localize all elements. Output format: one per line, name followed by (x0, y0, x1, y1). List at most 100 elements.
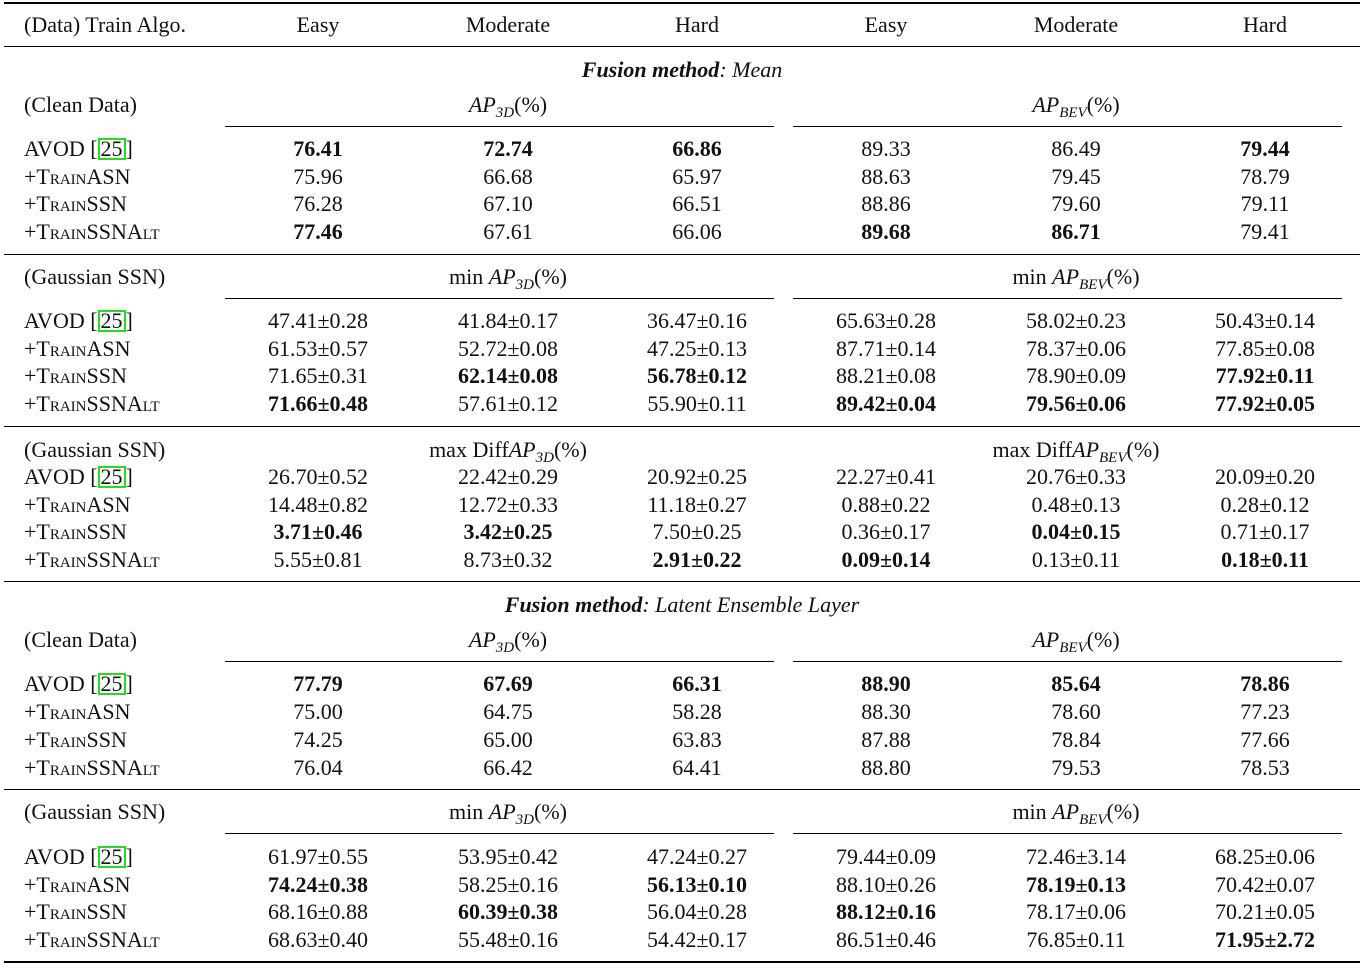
metric-subscript: 3D (515, 277, 534, 293)
table-cell: 66.86 (672, 136, 722, 161)
metric-unit: (%) (533, 264, 567, 289)
metric-name: AP (488, 799, 516, 824)
metric-subscript: BEV (1059, 640, 1087, 656)
table-cell: 77.92±0.11 (1215, 363, 1315, 388)
method-label: +TrainSSN (24, 191, 127, 216)
method-label: +TrainASN (24, 164, 131, 189)
method-label: AVOD (24, 308, 85, 333)
metric-name: AP (488, 264, 516, 289)
method-name: +TrainSSN (24, 364, 127, 388)
table-cell: 58.02±0.23 (1025, 308, 1127, 333)
method-label: +TrainSSNAlt (24, 547, 160, 572)
metric-name: AP (1032, 92, 1060, 117)
table-cell: 78.37±0.06 (1025, 336, 1127, 361)
table-cell: 47.25±0.13 (646, 336, 748, 361)
metric-header-bev: APBEV(%) (1032, 92, 1119, 122)
table-cell: 86.51±0.46 (835, 927, 937, 952)
table-cell: 70.21±0.05 (1214, 899, 1316, 924)
method-label: +TrainSSN (24, 363, 127, 388)
table-cell: 0.04±0.15 (1031, 519, 1121, 544)
table-cell: 8.73±0.32 (463, 547, 553, 572)
table-cell: 14.48±0.82 (267, 492, 369, 517)
col-header-easy-bev: Easy (864, 12, 908, 37)
group-rule-3d (225, 661, 774, 662)
table-cell: 3.42±0.25 (463, 519, 553, 544)
table-cell: 66.68 (483, 164, 533, 189)
metric-name: AP (508, 437, 536, 462)
table-cell: 78.19±0.13 (1025, 872, 1127, 897)
table-cell: 65.97 (672, 164, 722, 189)
metric-unit: (%) (533, 799, 567, 824)
table-cell: 78.84 (1051, 727, 1101, 752)
block-rule (4, 581, 1360, 582)
table-cell: 67.10 (483, 191, 533, 216)
citation-bracket: ] (125, 136, 133, 161)
metric-prefix: min (449, 264, 489, 289)
fusion-method-heading: Fusion method: Latent Ensemble Layer (505, 593, 859, 617)
metric-unit: (%) (514, 627, 548, 652)
metric-prefix: min (1012, 799, 1053, 824)
citation-bracket: ] (125, 308, 133, 333)
block-label: (Gaussian SSN) (24, 799, 166, 824)
method-label: +TrainASN (24, 699, 131, 724)
method-label: +TrainSSNAlt (24, 219, 160, 244)
method-name: AVOD [25] (24, 845, 133, 869)
method-label: +TrainASN (24, 336, 131, 361)
table-cell: 88.90 (861, 671, 911, 696)
metric-subscript: 3D (535, 450, 554, 466)
table-cell: 64.41 (672, 755, 722, 780)
method-name: +TrainASN (24, 873, 131, 897)
table-cell: 0.09±0.14 (841, 547, 931, 572)
table-cell: 20.92±0.25 (646, 464, 748, 489)
method-name: +TrainSSN (24, 900, 127, 924)
table-cell: 47.41±0.28 (267, 308, 369, 333)
method-label: AVOD (24, 844, 85, 869)
method-name: AVOD [25] (24, 465, 133, 489)
table-cell: 66.42 (483, 755, 533, 780)
metric-unit: (%) (1106, 799, 1140, 824)
citation-link[interactable]: 25 (97, 138, 126, 160)
citation-link[interactable]: 25 (97, 673, 126, 695)
table-cell: 78.90±0.09 (1025, 363, 1127, 388)
method-name: +TrainSSN (24, 192, 127, 216)
table-cell: 66.06 (672, 219, 722, 244)
table-cell: 74.25 (293, 727, 343, 752)
table-cell: 79.53 (1051, 755, 1101, 780)
method-name: +TrainSSNAlt (24, 756, 160, 780)
method-name: +TrainSSN (24, 728, 127, 752)
citation-link[interactable]: 25 (97, 846, 126, 868)
table-cell: 26.70±0.52 (267, 464, 369, 489)
method-label: +TrainSSNAlt (24, 927, 160, 952)
table-cell: 56.13±0.10 (646, 872, 748, 897)
method-label: +TrainASN (24, 492, 131, 517)
citation-bracket: ] (125, 671, 133, 696)
metric-prefix: max Diff (429, 437, 509, 462)
table-cell: 79.44 (1240, 136, 1290, 161)
col-header-moderate-bev: Moderate (1033, 12, 1119, 37)
method-label: AVOD (24, 136, 85, 161)
metric-subscript: 3D (515, 812, 534, 828)
metric-unit: (%) (1106, 264, 1140, 289)
metric-prefix: max Diff (992, 437, 1073, 462)
table-cell: 0.71±0.17 (1220, 519, 1310, 544)
method-name: AVOD [25] (24, 309, 133, 333)
fusion-method-label: Fusion method (504, 592, 643, 617)
col-header-moderate-3d: Moderate (465, 12, 551, 37)
table-cell: 36.47±0.16 (646, 308, 748, 333)
header-rule (4, 46, 1360, 47)
citation-link[interactable]: 25 (97, 310, 126, 332)
table-cell: 76.04 (293, 755, 343, 780)
method-name: +TrainSSNAlt (24, 928, 160, 952)
metric-name: AP (468, 92, 496, 117)
citation-link[interactable]: 25 (97, 466, 126, 488)
table-cell: 76.85±0.11 (1026, 927, 1126, 952)
method-label: +TrainSSNAlt (24, 391, 160, 416)
block-label: (Clean Data) (24, 92, 137, 117)
table-cell: 86.71 (1051, 219, 1101, 244)
table-cell: 58.25±0.16 (457, 872, 559, 897)
table-cell: 79.56±0.06 (1025, 391, 1127, 416)
table-cell: 58.28 (672, 699, 722, 724)
block-label: (Clean Data) (24, 627, 137, 652)
table-cell: 71.66±0.48 (267, 391, 369, 416)
table-cell: 76.28 (293, 191, 343, 216)
